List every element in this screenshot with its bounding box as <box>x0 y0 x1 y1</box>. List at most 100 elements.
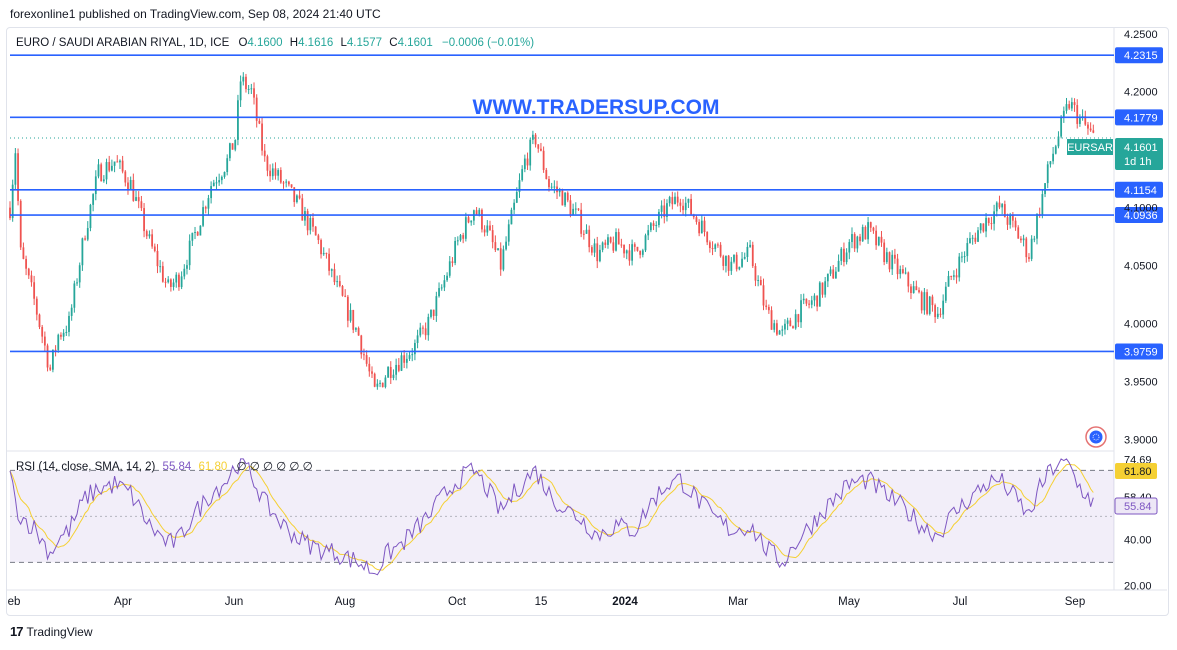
time-tick-8: May <box>838 596 860 608</box>
candle <box>218 173 221 186</box>
candle <box>824 276 827 298</box>
candle <box>717 242 719 248</box>
candle <box>127 177 129 195</box>
candle <box>735 252 738 272</box>
candle <box>523 154 526 173</box>
candle <box>119 159 121 170</box>
candle <box>700 214 703 234</box>
candle <box>671 191 674 210</box>
candle <box>132 173 135 202</box>
candle <box>92 193 95 212</box>
candle <box>1030 235 1033 262</box>
candle <box>569 195 572 218</box>
candle <box>223 171 226 179</box>
candle <box>395 358 398 381</box>
candle <box>1001 203 1004 215</box>
candle <box>247 85 250 95</box>
candle <box>60 332 62 340</box>
symbol-badge: EURSAR <box>1067 139 1113 155</box>
candle <box>1070 97 1073 112</box>
candle <box>773 319 776 333</box>
candle <box>253 82 255 105</box>
scroll-to-realtime-button[interactable] <box>1085 426 1107 448</box>
candle <box>719 242 722 258</box>
candle <box>116 155 119 163</box>
candle <box>1081 109 1084 121</box>
candle <box>296 194 298 204</box>
candle <box>392 369 395 381</box>
low-label: L <box>340 37 347 49</box>
candle <box>545 167 548 180</box>
price-tick-5: 3.9000 <box>1124 434 1158 446</box>
candle <box>566 191 569 203</box>
candle <box>615 228 617 252</box>
candle <box>1092 124 1095 134</box>
candle <box>108 155 111 173</box>
candle <box>346 294 349 328</box>
price-tick-2: 4.0500 <box>1124 261 1158 273</box>
candle <box>880 230 883 247</box>
candle <box>851 227 853 249</box>
candle <box>349 303 352 323</box>
candle <box>97 159 100 179</box>
candle <box>411 348 414 362</box>
candle <box>212 179 215 187</box>
candle <box>151 229 154 249</box>
horizontal-levels[interactable]: 4.2315 4.1779 4.1154 4.0936 3.9759 <box>10 47 1163 360</box>
candle <box>1028 253 1030 262</box>
candle <box>113 161 116 173</box>
candlestick-series <box>9 72 1095 390</box>
candle <box>68 311 70 337</box>
candle <box>65 325 68 336</box>
candle <box>298 190 301 200</box>
candle <box>875 225 878 250</box>
candle <box>797 313 800 328</box>
time-axis[interactable]: eb Apr Jun Aug Oct 15 2024 Mar May Jul Sep <box>8 596 1086 608</box>
candle <box>481 208 483 233</box>
last-price-value: 4.1601 <box>1124 142 1158 154</box>
candle <box>255 94 258 128</box>
candle <box>800 294 802 328</box>
candle <box>43 331 46 352</box>
time-tick-6: 2024 <box>612 596 638 608</box>
candle <box>601 241 604 253</box>
candle <box>714 243 717 252</box>
candle <box>641 248 644 258</box>
candle <box>274 162 277 180</box>
last-price-badge: 4.1601 1d 1h <box>1115 138 1163 170</box>
candle <box>403 350 406 369</box>
candle <box>363 348 365 361</box>
candle <box>84 235 86 241</box>
candle <box>759 276 762 286</box>
candle <box>135 190 137 202</box>
low-value: 4.1577 <box>347 37 382 49</box>
candle <box>679 198 682 213</box>
candle <box>46 343 49 372</box>
candle <box>1062 106 1065 123</box>
time-tick-2: Jun <box>225 596 244 608</box>
candle <box>950 275 953 281</box>
candle <box>459 233 462 242</box>
candle <box>910 283 912 300</box>
candle <box>818 281 821 307</box>
candle <box>76 278 78 286</box>
candle <box>955 268 958 284</box>
candle <box>593 238 596 258</box>
candle <box>826 273 829 288</box>
level-badge-3: 4.0936 <box>1115 207 1163 224</box>
candle <box>164 277 167 288</box>
candle <box>885 247 888 264</box>
candle <box>371 366 373 378</box>
candle <box>1017 225 1020 239</box>
candle <box>387 366 389 378</box>
candle <box>234 139 237 152</box>
candle <box>947 270 950 287</box>
price-axis[interactable]: 4.2500 4.2000 4.0500 4.0000 3.9500 3.9000 4.10… <box>1124 29 1158 447</box>
candle <box>684 196 687 217</box>
candle <box>373 372 376 388</box>
candle <box>1033 235 1036 243</box>
time-tick-0: eb <box>8 596 21 608</box>
candle <box>856 235 859 253</box>
candle <box>287 180 290 187</box>
